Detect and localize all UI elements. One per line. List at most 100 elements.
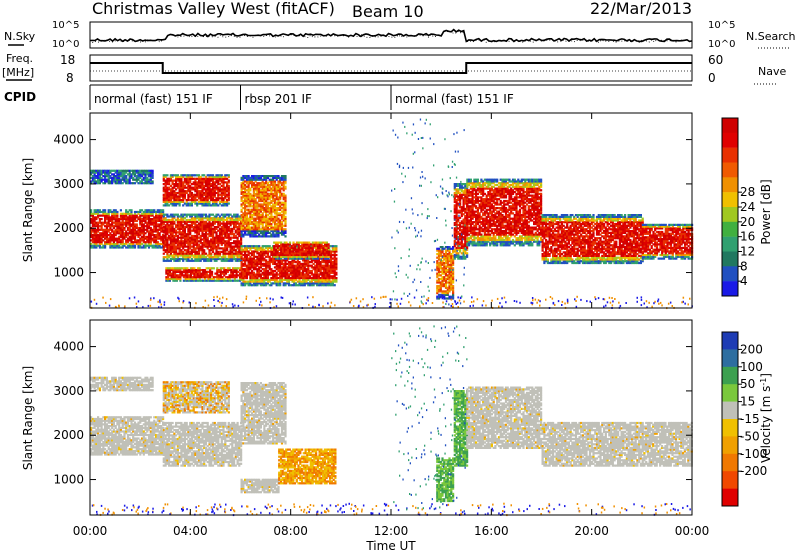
echo-cell (176, 218, 179, 222)
echo-cell (168, 234, 171, 238)
echo-cell (166, 247, 169, 250)
echo-cell (147, 175, 151, 178)
echo-cell (118, 221, 121, 224)
echo-cell (139, 219, 142, 222)
echo-cell (121, 235, 124, 238)
echo-cell (133, 182, 137, 185)
echo-cell (121, 239, 124, 242)
echo-cell (125, 212, 128, 215)
echo-cell (114, 171, 117, 174)
echo-cell (139, 226, 142, 230)
echo-cell (105, 232, 108, 235)
echo-cell (175, 213, 178, 216)
echo-cell (171, 242, 174, 245)
echo-cell (91, 219, 94, 222)
echo-cell (153, 246, 156, 249)
echo-cell (168, 250, 171, 253)
echo-cell (125, 242, 128, 246)
echo-cell (142, 241, 145, 244)
echo-cell (95, 246, 98, 249)
echo-cell (105, 241, 108, 244)
echo-cell (147, 221, 151, 224)
echo-cell (105, 223, 108, 226)
echo-cell (97, 239, 100, 242)
echo-cell (95, 241, 98, 244)
echo-cell (111, 180, 114, 183)
echo-cell (100, 226, 103, 230)
echo-cell (144, 173, 147, 176)
echo-cell (169, 257, 172, 261)
echo-cell (109, 169, 112, 172)
echo-cell (171, 215, 174, 218)
echo-cell (116, 212, 119, 215)
echo-cell (153, 239, 156, 242)
echo-cell (175, 231, 178, 234)
echo-cell (178, 250, 181, 253)
echo-cell (123, 242, 126, 246)
freq-left-tick-top: 18 (60, 53, 75, 67)
echo-cell (147, 219, 151, 222)
echo-cell (173, 215, 176, 218)
echo-cell (173, 242, 176, 245)
echo-cell (102, 246, 105, 249)
echo-cell (139, 246, 142, 249)
echo-cell (119, 209, 122, 212)
echo-cell (139, 221, 142, 224)
echo-cell (139, 214, 142, 217)
echo-cell (140, 228, 144, 231)
echo-cell (178, 220, 181, 223)
echo-cell (125, 209, 128, 212)
echo-cell (153, 218, 156, 221)
echo-cell (155, 226, 158, 230)
echo-cell (109, 218, 112, 221)
echo-cell (98, 180, 101, 183)
echo-cell (327, 250, 330, 253)
echo-cell (119, 223, 122, 226)
echo-cell (166, 240, 169, 243)
echo-cell (105, 242, 108, 246)
echo-cell (133, 230, 137, 233)
echo-cell (126, 244, 130, 247)
echo-cell (114, 212, 117, 215)
echo-cell (156, 210, 159, 214)
echo-cell (105, 171, 108, 174)
echo-cell (139, 210, 142, 214)
echo-cell (93, 235, 96, 238)
echo-cell (164, 243, 167, 246)
echo-cell (135, 210, 138, 214)
echo-cell (105, 221, 108, 224)
echo-cell (123, 180, 126, 183)
echo-cell (128, 246, 131, 249)
echo-cell (130, 175, 133, 178)
echo-cell (160, 228, 163, 231)
echo-cell (158, 232, 161, 235)
echo-cell (95, 210, 98, 214)
echo-cell (111, 223, 114, 226)
echo-cell (137, 171, 140, 174)
echo-cell (151, 210, 154, 214)
echo-cell (91, 212, 94, 215)
echo-cell (142, 246, 145, 249)
echo-cell (133, 241, 137, 244)
echo-cell (121, 176, 124, 179)
echo-cell (178, 247, 181, 250)
echo-cell (178, 249, 181, 252)
echo-cell (164, 231, 167, 234)
echo-cell (175, 233, 178, 236)
echo-cell (183, 256, 186, 259)
echo-cell (112, 169, 115, 172)
echo-cell (158, 212, 161, 215)
echo-cell (98, 244, 101, 247)
echo-cell (176, 224, 179, 227)
echo-cell (168, 220, 171, 223)
echo-cell (144, 218, 147, 221)
echo-cell (149, 219, 152, 222)
echo-cell (97, 241, 100, 244)
echo-cell (125, 225, 128, 228)
echo-cell (97, 180, 100, 183)
echo-cell (151, 212, 154, 215)
echo-cell (147, 209, 151, 212)
echo-cell (112, 176, 115, 179)
echo-cell (104, 178, 107, 181)
